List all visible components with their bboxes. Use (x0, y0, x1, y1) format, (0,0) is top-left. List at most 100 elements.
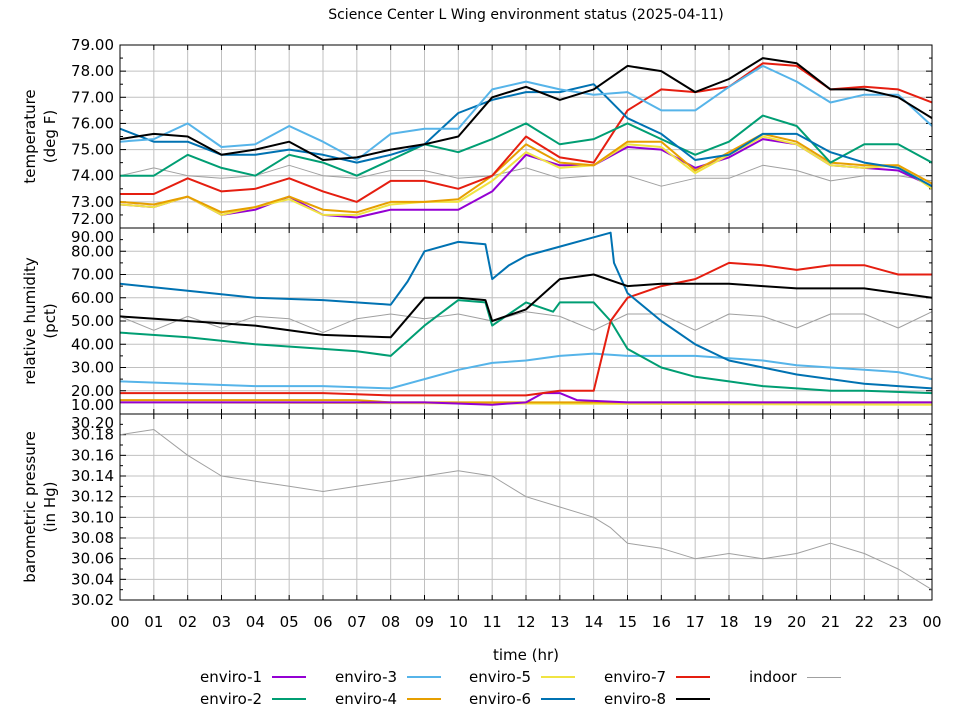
series-line-indoor (120, 311, 932, 334)
legend-label: enviro-3 (335, 668, 398, 686)
y-tick-label: 30.18 (71, 426, 114, 444)
y-tick-label: 20.00 (71, 382, 114, 400)
y-tick-label: 30.08 (71, 529, 114, 547)
y-tick-label: 10.00 (71, 396, 114, 414)
legend-swatch (541, 698, 576, 700)
x-tick-label: 03 (212, 613, 231, 631)
x-tick-label: 14 (584, 613, 603, 631)
y-axis-label: relative humidity (21, 257, 39, 385)
legend-swatch (806, 676, 841, 678)
y-tick-label: 30.14 (71, 467, 114, 485)
y-tick-label: 74.00 (71, 167, 114, 185)
x-tick-label: 15 (618, 613, 637, 631)
x-tick-label: 01 (144, 613, 163, 631)
legend-swatch (407, 698, 442, 700)
legend-swatch (272, 676, 307, 678)
series-line-indoor (120, 429, 932, 591)
y-tick-label: 73.00 (71, 193, 114, 211)
y-tick-label: 30.10 (71, 508, 114, 526)
y-tick-label: 76.00 (71, 114, 114, 132)
legend-item-enviro-1: enviro-1 (200, 668, 307, 686)
y-tick-label: 30.00 (71, 359, 114, 377)
series-line-enviro-2 (120, 114, 932, 177)
x-tick-label: 18 (719, 613, 738, 631)
x-tick-label: 06 (313, 613, 332, 631)
legend-item-enviro-3: enviro-3 (335, 668, 442, 686)
x-tick-label: 12 (516, 613, 535, 631)
series-line-enviro-8 (120, 57, 932, 161)
y-tick-label: 80.00 (71, 242, 114, 260)
legend-swatch (407, 676, 442, 678)
x-tick-label: 13 (550, 613, 569, 631)
plot-frame (119, 413, 933, 601)
chart-title: Science Center L Wing environment status… (328, 7, 724, 23)
y-tick-label: 50.00 (71, 312, 114, 330)
legend-label: enviro-7 (604, 668, 667, 686)
x-tick-label: 19 (753, 613, 772, 631)
x-tick-label: 20 (787, 613, 806, 631)
y-tick-label: 79.00 (71, 36, 114, 54)
series-line-enviro-3 (120, 352, 932, 390)
legend-label: enviro-6 (469, 690, 532, 708)
series-line-enviro-8 (120, 273, 932, 339)
y-tick-label: 78.00 (71, 62, 114, 80)
legend-label: enviro-2 (200, 690, 263, 708)
legend-item-enviro-7: enviro-7 (604, 668, 711, 686)
series-line-enviro-3 (120, 64, 932, 161)
y-tick-label: 30.04 (71, 570, 114, 588)
series-line-enviro-7 (120, 62, 932, 203)
y-tick-label: 30.20 (71, 414, 114, 432)
x-tick-label: 17 (686, 613, 705, 631)
legend-label: enviro-5 (469, 668, 532, 686)
y-axis-label: (in Hg) (41, 482, 59, 533)
legend-item-enviro-5: enviro-5 (469, 668, 576, 686)
legend-label: enviro-1 (200, 668, 263, 686)
y-axis-label: (pct) (41, 303, 59, 338)
legend-item-enviro-4: enviro-4 (335, 690, 442, 708)
x-tick-label: 21 (821, 613, 840, 631)
y-tick-label: 72.00 (71, 210, 114, 228)
legend-swatch (676, 698, 711, 700)
x-tick-label: 04 (246, 613, 265, 631)
x-tick-label: 09 (415, 613, 434, 631)
series-line-enviro-4 (120, 132, 932, 214)
y-axis-label: barometric pressure (21, 431, 39, 583)
y-tick-label: 70.00 (71, 266, 114, 284)
legend-label: enviro-4 (335, 690, 398, 708)
y-axis-label: temperature (21, 89, 39, 183)
legend-swatch (676, 676, 711, 678)
series-line-enviro-2 (120, 299, 932, 395)
legend-swatch (272, 698, 307, 700)
y-tick-label: 90.00 (71, 228, 114, 246)
legend-item-indoor: indoor (749, 668, 841, 686)
y-tick-label: 40.00 (71, 335, 114, 353)
series-line-enviro-7 (120, 261, 932, 397)
x-axis-label: time (hr) (493, 646, 559, 664)
legend-item-enviro-6: enviro-6 (469, 690, 576, 708)
x-tick-label: 22 (855, 613, 874, 631)
legend-item-enviro-8: enviro-8 (604, 690, 711, 708)
x-tick-label: 08 (381, 613, 400, 631)
x-tick-label: 07 (347, 613, 366, 631)
x-tick-label: 02 (178, 613, 197, 631)
x-tick-label: 11 (483, 613, 502, 631)
x-tick-label: 05 (280, 613, 299, 631)
y-axis-label: (deg F) (41, 110, 59, 163)
x-tick-label: 00 (110, 613, 129, 631)
y-tick-label: 75.00 (71, 141, 114, 159)
y-tick-label: 30.06 (71, 550, 114, 568)
series-line-enviro-6 (120, 83, 932, 188)
series-line-enviro-6 (120, 231, 932, 390)
x-tick-label: 16 (652, 613, 671, 631)
x-tick-label: 10 (449, 613, 468, 631)
y-tick-label: 77.00 (71, 88, 114, 106)
legend-label: indoor (749, 668, 797, 686)
x-tick-label: 00 (922, 613, 941, 631)
y-tick-label: 30.16 (71, 446, 114, 464)
legend-swatch (541, 676, 576, 678)
y-tick-label: 30.12 (71, 488, 114, 506)
x-tick-label: 23 (889, 613, 908, 631)
y-tick-label: 30.02 (71, 591, 114, 609)
legend-item-enviro-2: enviro-2 (200, 690, 307, 708)
